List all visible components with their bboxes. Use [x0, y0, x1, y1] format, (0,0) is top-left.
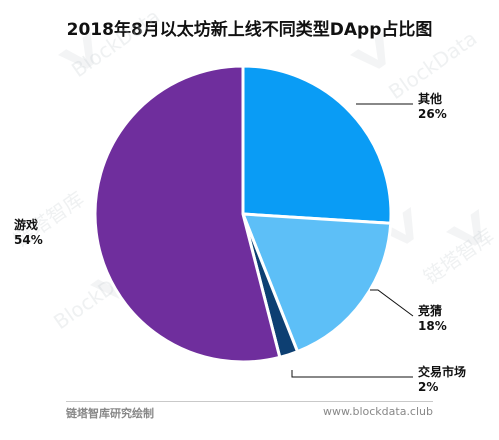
slice-label-value-3: 2%	[418, 380, 438, 394]
pie-slices	[93, 64, 393, 364]
slice-label-name-4: 游戏	[14, 217, 38, 232]
pie-slice-2	[240, 212, 393, 354]
pie-slice-4	[93, 64, 282, 364]
footer-url: www.blockdata.club	[323, 405, 433, 418]
slice-label-value-4: 54%	[14, 233, 43, 247]
footer-source: 链塔智库研究绘制	[66, 407, 154, 420]
slice-label-name-1: 其他	[418, 91, 442, 106]
footer-divider	[66, 401, 433, 402]
label-leader-lines	[291, 103, 414, 378]
watermark-text: BlockData	[67, 4, 164, 82]
pie-slice-1	[241, 64, 393, 225]
slice-label-value-2: 18%	[418, 319, 447, 333]
slice-label-name-3: 交易市场	[418, 364, 466, 379]
leader-line-2	[370, 289, 414, 317]
chart-title: 2018年8月以太坊新上线不同类型DApp占比图	[66, 20, 433, 40]
slice-label-name-2: 竞猜	[418, 303, 442, 318]
slice-label-value-1: 26%	[418, 107, 447, 121]
watermark-logo-icon	[350, 32, 399, 78]
leader-line-3	[291, 370, 413, 378]
